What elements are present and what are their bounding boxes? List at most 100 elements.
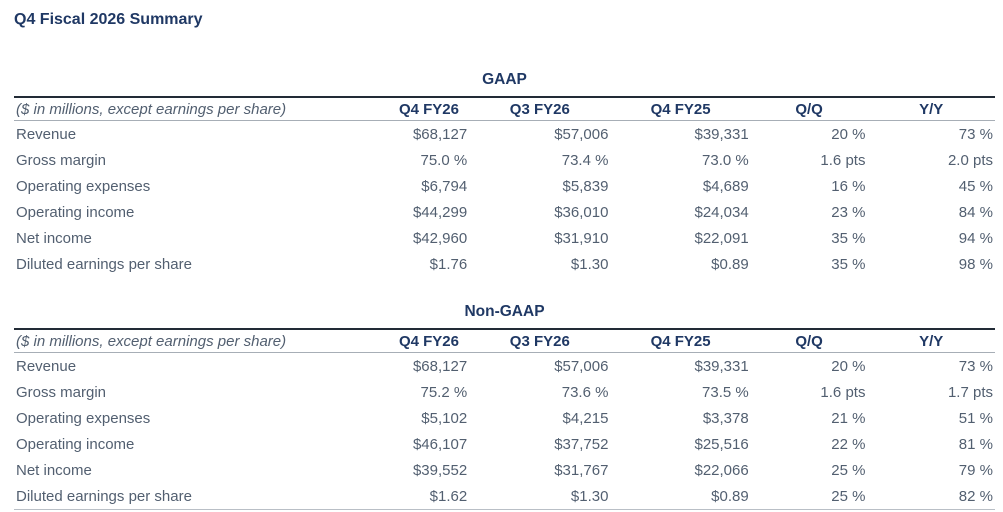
cell-value: $1.30 [570, 255, 609, 273]
cell-value: $39,331 [694, 125, 749, 143]
table-row-revenue: Revenue $68,127 $57,006 $39,331 20 % 73 … [14, 353, 995, 380]
row-label: Operating expenses [16, 177, 151, 195]
cell-value: 2.0 pts [947, 151, 993, 169]
cell-value: 82 % [958, 487, 993, 505]
cell-value: $25,516 [694, 435, 749, 453]
cell-value: $1.76 [429, 255, 468, 273]
cell-value: 94 % [958, 229, 993, 247]
row-label: Gross margin [16, 383, 107, 401]
cell-value: $36,010 [554, 203, 609, 221]
cell-value: $57,006 [554, 357, 609, 375]
cell-value: $0.89 [711, 487, 749, 505]
cell-value: $1.62 [429, 487, 468, 505]
table-header-row: ($ in millions, except earnings per shar… [14, 97, 995, 121]
cell-value: 73.0 % [702, 151, 749, 169]
cell-value: 51 % [958, 409, 993, 427]
column-header-q4fy25: Q4 FY25 [650, 100, 711, 118]
gaap-table: ($ in millions, except earnings per shar… [14, 96, 995, 277]
row-label: Gross margin [16, 151, 107, 169]
cell-value: 73.6 % [561, 383, 609, 401]
table-units-note: ($ in millions, except earnings per shar… [16, 332, 287, 350]
cell-value: 1.6 pts [820, 383, 866, 401]
column-header-q4fy25: Q4 FY25 [650, 332, 711, 350]
cell-value: 35 % [831, 255, 866, 273]
row-label: Diluted earnings per share [16, 487, 192, 505]
table-row-operating-expenses: Operating expenses $6,794 $5,839 $4,689 … [14, 173, 995, 199]
row-label: Operating income [16, 435, 135, 453]
row-label: Net income [16, 229, 92, 247]
cell-value: $68,127 [412, 357, 468, 375]
cell-value: $42,960 [412, 229, 468, 247]
cell-value: 20 % [831, 125, 866, 143]
cell-value: $6,794 [421, 177, 468, 195]
cell-value: 75.0 % [420, 151, 468, 169]
cell-value: 16 % [831, 177, 866, 195]
cell-value: $46,107 [412, 435, 468, 453]
cell-value: 25 % [831, 487, 866, 505]
cell-value: $1.30 [570, 487, 609, 505]
row-label: Revenue [16, 125, 77, 143]
table-row-diluted-eps: Diluted earnings per share $1.62 $1.30 $… [14, 483, 995, 510]
column-header-q3fy26: Q3 FY26 [509, 332, 570, 350]
cell-value: 75.2 % [420, 383, 468, 401]
column-header-yy: Y/Y [919, 332, 944, 350]
cell-value: $57,006 [554, 125, 609, 143]
cell-value: $22,066 [694, 461, 749, 479]
column-header-qq: Q/Q [795, 332, 823, 350]
cell-value: 35 % [831, 229, 866, 247]
cell-value: $5,839 [562, 177, 609, 195]
cell-value: 1.6 pts [820, 151, 866, 169]
table-row-revenue: Revenue $68,127 $57,006 $39,331 20 % 73 … [14, 121, 995, 148]
gaap-section: GAAP ($ in millions, except earnings per… [14, 70, 995, 277]
row-label: Diluted earnings per share [16, 255, 192, 273]
table-row-operating-income: Operating income $46,107 $37,752 $25,516… [14, 431, 995, 457]
cell-value: 21 % [831, 409, 866, 427]
cell-value: 25 % [831, 461, 866, 479]
cell-value: 23 % [831, 203, 866, 221]
cell-value: 79 % [958, 461, 993, 479]
column-header-q3fy26: Q3 FY26 [509, 100, 570, 118]
table-units-note: ($ in millions, except earnings per shar… [16, 100, 287, 118]
row-label: Revenue [16, 357, 77, 375]
cell-value: 73 % [958, 125, 993, 143]
non-gaap-table-title: Non-GAAP [464, 303, 545, 320]
cell-value: 73.5 % [702, 383, 749, 401]
cell-value: 84 % [958, 203, 993, 221]
cell-value: $24,034 [694, 203, 749, 221]
table-row-net-income: Net income $39,552 $31,767 $22,066 25 % … [14, 457, 995, 483]
table-header-row: ($ in millions, except earnings per shar… [14, 329, 995, 353]
row-label: Operating expenses [16, 409, 151, 427]
page-title: Q4 Fiscal 2026 Summary [14, 11, 203, 28]
cell-value: 20 % [831, 357, 866, 375]
table-row-operating-income: Operating income $44,299 $36,010 $24,034… [14, 199, 995, 225]
cell-value: $22,091 [694, 229, 749, 247]
table-row-operating-expenses: Operating expenses $5,102 $4,215 $3,378 … [14, 405, 995, 431]
table-row-gross-margin: Gross margin 75.2 % 73.6 % 73.5 % 1.6 pt… [14, 379, 995, 405]
cell-value: $3,378 [702, 409, 749, 427]
cell-value: 98 % [958, 255, 993, 273]
cell-value: $31,910 [554, 229, 609, 247]
cell-value: $5,102 [421, 409, 468, 427]
row-label: Net income [16, 461, 92, 479]
cell-value: 73 % [958, 357, 993, 375]
cell-value: 81 % [958, 435, 993, 453]
gaap-table-title: GAAP [482, 71, 527, 88]
non-gaap-table: ($ in millions, except earnings per shar… [14, 328, 995, 510]
table-row-gross-margin: Gross margin 75.0 % 73.4 % 73.0 % 1.6 pt… [14, 147, 995, 173]
cell-value: $68,127 [412, 125, 468, 143]
column-header-q4fy26: Q4 FY26 [398, 332, 459, 350]
cell-value: $4,215 [562, 409, 609, 427]
cell-value: $4,689 [702, 177, 749, 195]
table-row-net-income: Net income $42,960 $31,910 $22,091 35 % … [14, 225, 995, 251]
cell-value: $37,752 [554, 435, 609, 453]
cell-value: 73.4 % [561, 151, 609, 169]
cell-value: $39,552 [412, 461, 468, 479]
column-header-q4fy26: Q4 FY26 [398, 100, 459, 118]
cell-value: 22 % [831, 435, 866, 453]
cell-value: $31,767 [554, 461, 609, 479]
row-label: Operating income [16, 203, 135, 221]
cell-value: $39,331 [694, 357, 749, 375]
cell-value: $44,299 [412, 203, 468, 221]
cell-value: 1.7 pts [947, 383, 993, 401]
